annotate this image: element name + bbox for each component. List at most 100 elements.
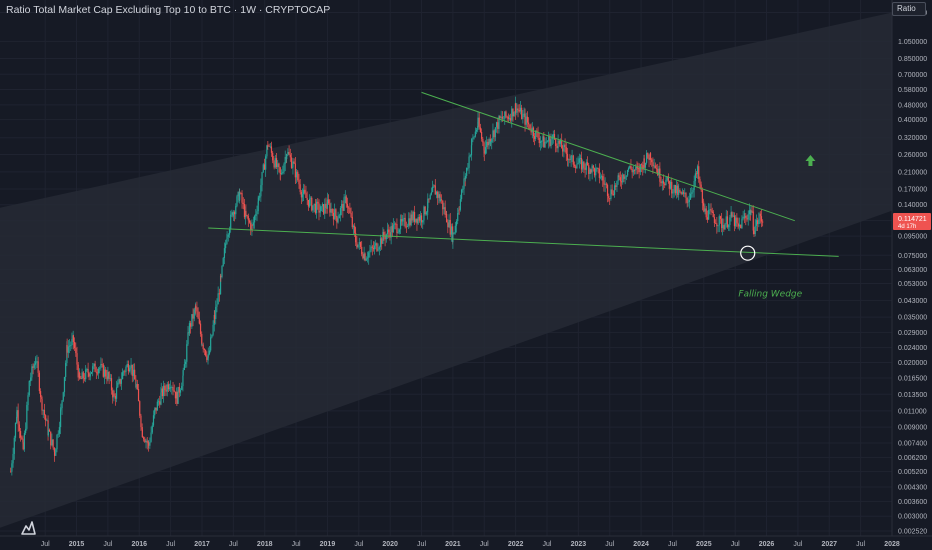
candle-body xyxy=(184,361,187,365)
candle-body xyxy=(50,431,52,446)
candle-body xyxy=(737,223,739,227)
candle-body xyxy=(225,243,227,249)
candle-body xyxy=(754,225,756,235)
candle-body xyxy=(300,191,302,198)
candle-body xyxy=(25,428,27,434)
candle-body xyxy=(39,391,42,398)
candle-body xyxy=(99,367,101,369)
candle-body xyxy=(746,218,748,220)
candle-body xyxy=(648,157,650,160)
candle-body xyxy=(278,163,280,168)
candle-body xyxy=(350,212,352,217)
candle-body xyxy=(392,224,394,233)
price-tick-label: 0.140000 xyxy=(898,202,927,209)
candle-body xyxy=(705,208,707,218)
time-axis[interactable] xyxy=(0,536,932,550)
candle-body xyxy=(472,137,474,140)
candle-body xyxy=(515,103,517,113)
candle-body xyxy=(662,181,665,184)
arrow-up-icon[interactable] xyxy=(805,155,816,167)
candle-body xyxy=(605,183,607,185)
candle-body xyxy=(740,224,742,229)
candle-body xyxy=(597,167,599,169)
candle-body xyxy=(542,136,544,141)
candle-body xyxy=(561,139,563,149)
candle-body xyxy=(654,165,656,169)
candle-body xyxy=(293,161,295,164)
candle-body xyxy=(684,193,686,194)
candle-body xyxy=(213,315,216,319)
candle-body xyxy=(682,192,685,194)
candle-body xyxy=(13,437,15,454)
candle-body xyxy=(228,228,231,235)
price-axis[interactable] xyxy=(892,0,932,536)
candle-body xyxy=(55,449,57,456)
candle-body xyxy=(117,382,119,388)
candle-body xyxy=(462,188,464,190)
candle-body xyxy=(433,185,435,187)
candle-body xyxy=(137,388,140,402)
candle-body xyxy=(748,210,751,215)
candle-body xyxy=(165,390,167,392)
candle-body xyxy=(118,378,120,383)
candle-body xyxy=(589,169,591,175)
candle-body xyxy=(659,168,661,182)
candle-body xyxy=(623,174,625,179)
candle-body xyxy=(43,409,46,416)
candle-body xyxy=(172,387,174,391)
chart-title: Ratio Total Market Cap Excluding Top 10 … xyxy=(6,4,331,16)
pattern-label[interactable]: Falling Wedge xyxy=(738,290,802,300)
candle-body xyxy=(106,376,108,380)
candle-body xyxy=(110,378,113,391)
candle-body xyxy=(113,393,115,396)
tradingview-logo-icon[interactable] xyxy=(21,521,36,535)
candle-body xyxy=(475,129,478,132)
candle-body xyxy=(552,134,554,138)
candle-body xyxy=(397,232,399,234)
candle-body xyxy=(412,211,414,221)
candle-body xyxy=(725,216,727,224)
candle-body xyxy=(297,171,299,181)
candle-body xyxy=(245,210,247,215)
candle-body xyxy=(382,231,384,244)
candle-body xyxy=(539,141,542,144)
candle-body xyxy=(145,440,147,443)
candle-body xyxy=(565,147,567,154)
candle-body xyxy=(154,409,156,416)
candle-body xyxy=(149,441,151,446)
candle-body xyxy=(413,211,416,222)
candle-body xyxy=(468,156,470,168)
candle-body xyxy=(553,134,556,140)
candle-body xyxy=(305,192,307,198)
candle-body xyxy=(455,221,458,226)
candle-body xyxy=(10,471,12,473)
candle-body xyxy=(389,232,391,238)
candle-body xyxy=(314,203,316,214)
price-tick-label: 0.053000 xyxy=(898,281,927,288)
candle-body xyxy=(284,156,286,164)
circle-marker-icon[interactable] xyxy=(740,245,756,261)
candle-body xyxy=(152,415,155,426)
trendline-1[interactable] xyxy=(421,91,795,222)
price-tick-label: 0.400000 xyxy=(898,117,927,124)
candle-body xyxy=(384,236,386,240)
candle-body xyxy=(132,369,135,376)
trendline-2[interactable] xyxy=(208,227,839,257)
candle-body xyxy=(637,168,639,169)
candle-body xyxy=(251,224,253,226)
scale-mode-button[interactable]: Ratio xyxy=(892,2,926,16)
candle-body xyxy=(712,211,714,218)
candle-body xyxy=(533,136,536,139)
candle-body xyxy=(437,191,439,198)
candle-body xyxy=(564,144,566,148)
candle-body xyxy=(444,207,446,215)
candle-body xyxy=(385,234,387,240)
candle-body xyxy=(287,151,289,155)
candle-body xyxy=(148,442,150,446)
candle-body xyxy=(302,189,305,195)
candle-body xyxy=(197,311,199,319)
candle-body xyxy=(233,212,236,215)
candle-body xyxy=(486,141,488,148)
candle-body xyxy=(273,160,275,164)
